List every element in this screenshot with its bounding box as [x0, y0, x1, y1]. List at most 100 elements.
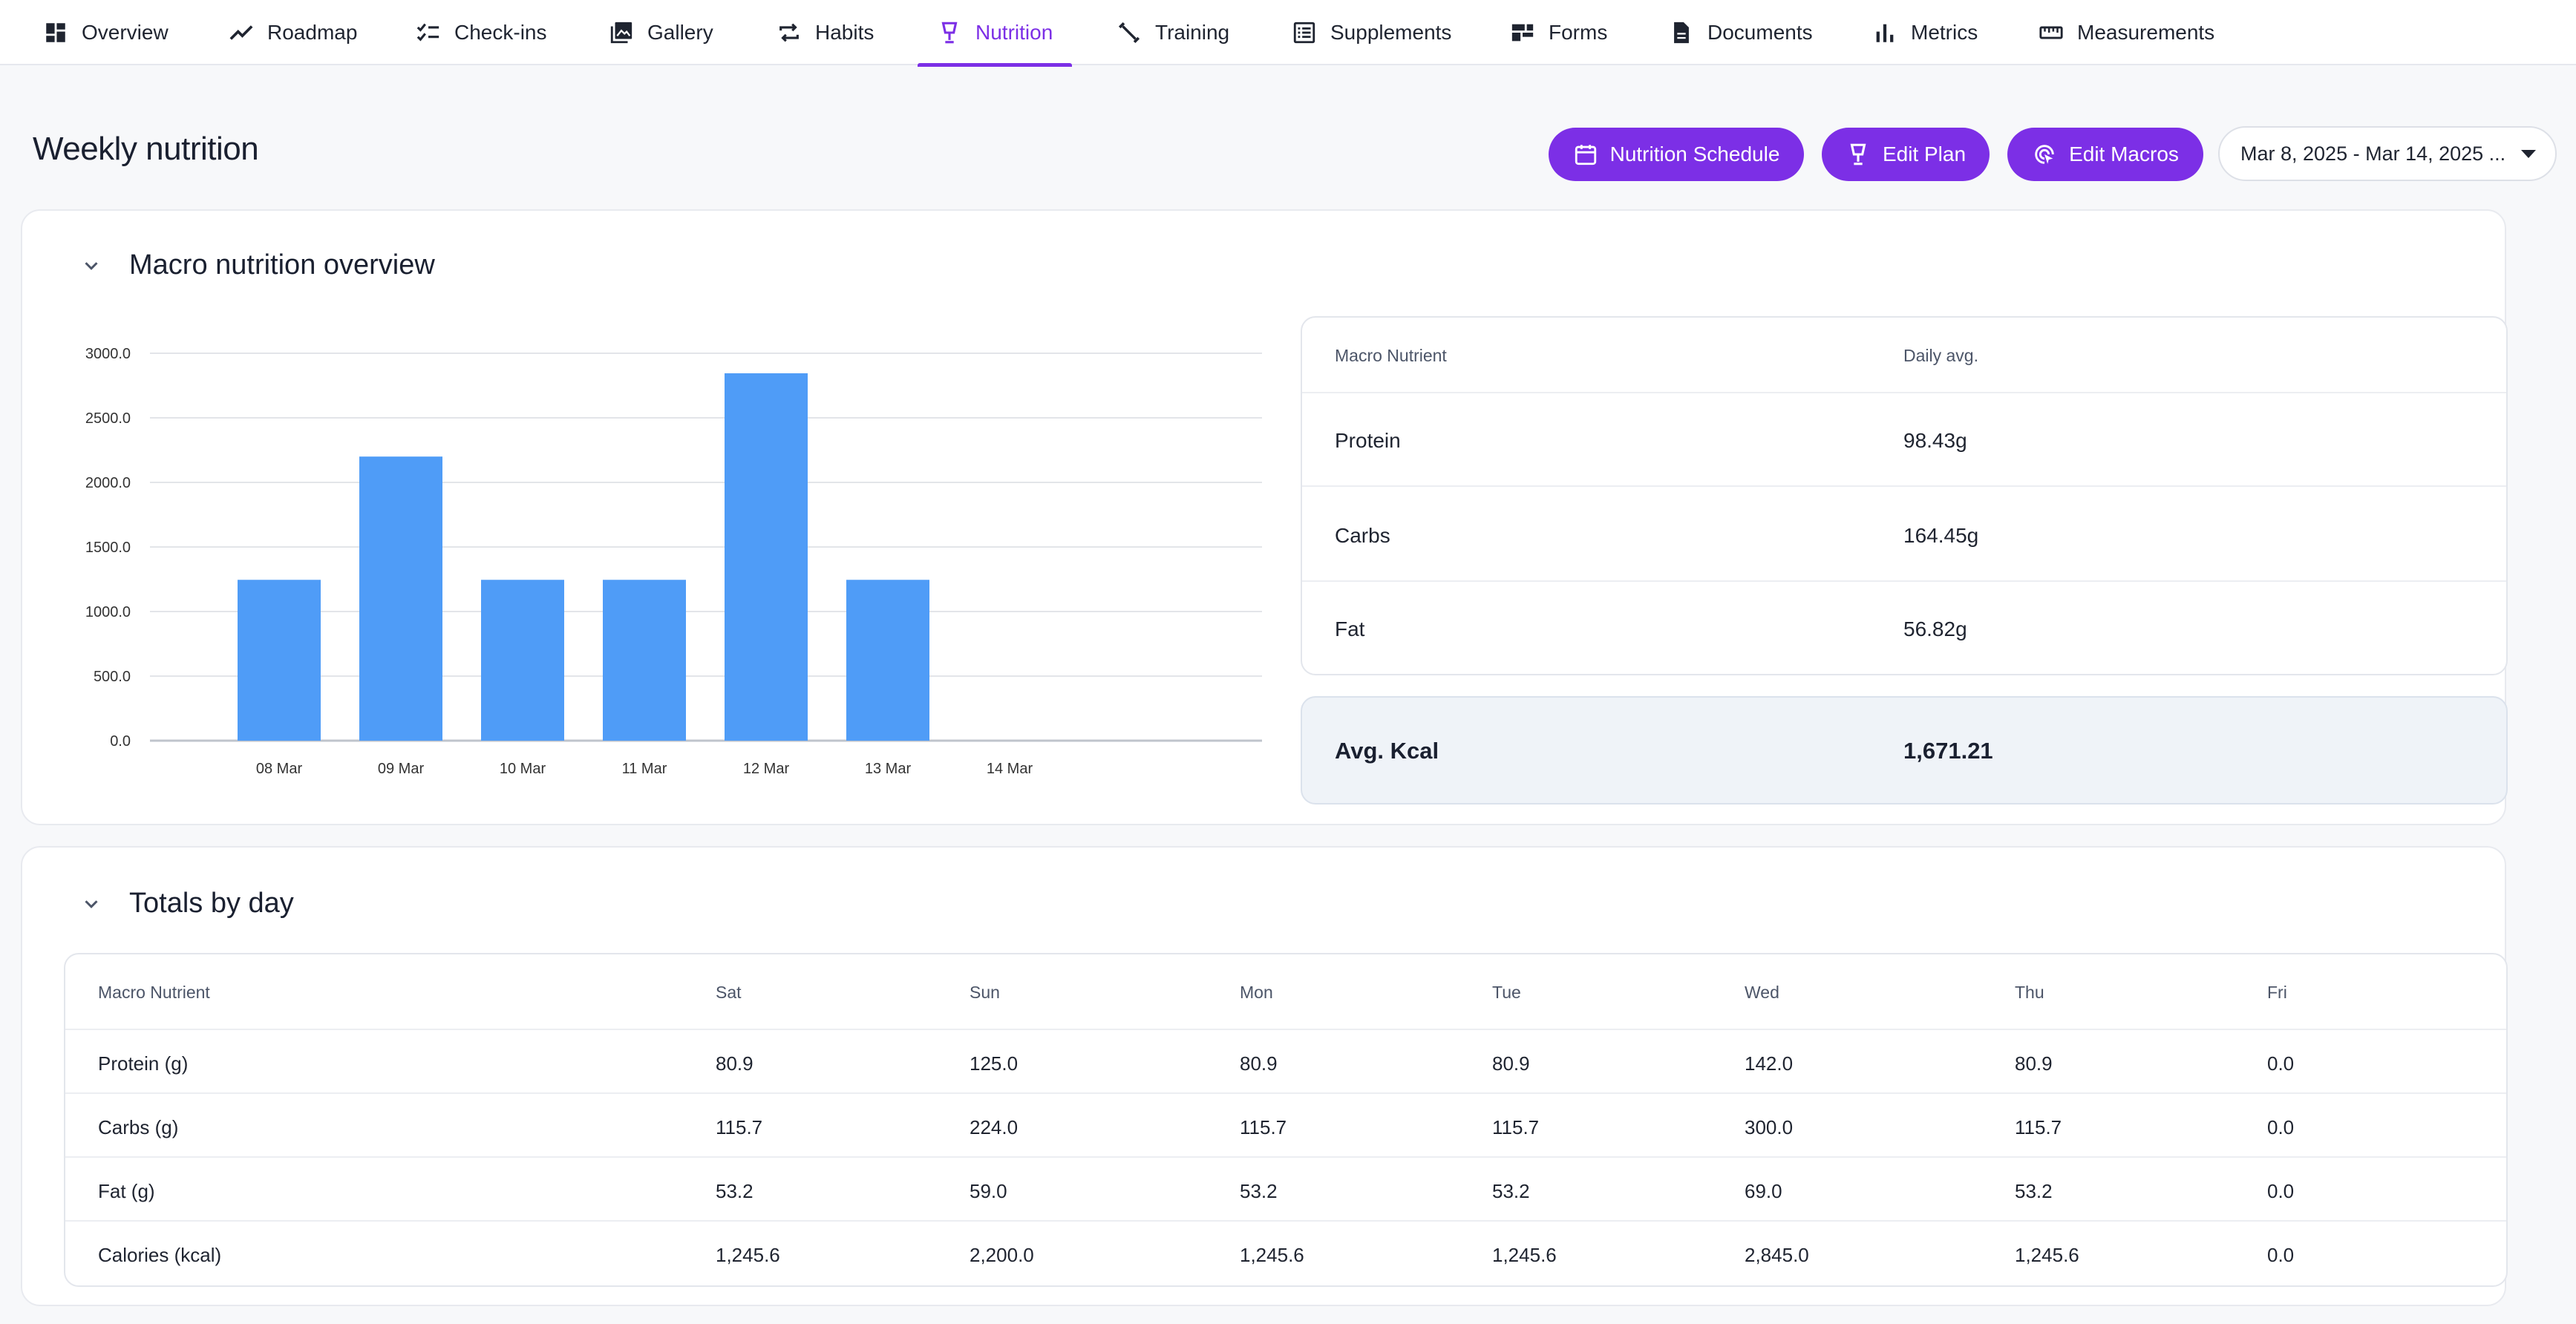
- section-title: Macro nutrition overview: [129, 249, 435, 281]
- tab-label: Nutrition: [975, 21, 1053, 44]
- tab-supplements[interactable]: Supplements: [1292, 0, 1451, 65]
- x-tick-label: 14 Mar: [987, 761, 1033, 777]
- column-header: Thu: [2015, 983, 2044, 1002]
- bar[interactable]: [359, 456, 442, 741]
- tab-check-ins[interactable]: Check-ins: [416, 0, 546, 65]
- cell-value: 300.0: [1745, 1116, 1794, 1138]
- dumbbell-icon: [1117, 20, 1142, 45]
- tab-nutrition[interactable]: Nutrition: [917, 0, 1073, 67]
- cell-value: 69.0: [1745, 1180, 1782, 1202]
- tab-label: Gallery: [647, 21, 713, 44]
- cell-value: 53.2: [1492, 1180, 1530, 1202]
- chevron-down-icon[interactable]: [80, 893, 102, 915]
- tab-label: Training: [1155, 21, 1230, 44]
- tab-metrics[interactable]: Metrics: [1872, 0, 1978, 65]
- section-title: Totals by day: [129, 888, 294, 919]
- y-tick-label: 500.0: [94, 669, 131, 685]
- tab-habits[interactable]: Habits: [777, 0, 874, 65]
- bar[interactable]: [481, 580, 564, 741]
- cell-value: 80.9: [716, 1052, 753, 1075]
- tab-training[interactable]: Training: [1117, 0, 1229, 65]
- cell-value: 115.7: [2015, 1116, 2062, 1138]
- totals-header[interactable]: Totals by day: [80, 888, 294, 920]
- nutrient-value: 56.82g: [1903, 617, 1967, 640]
- x-tick-label: 12 Mar: [743, 761, 790, 777]
- cup-icon: [1850, 143, 1866, 166]
- column-header: Sat: [716, 983, 742, 1002]
- tab-label: Roadmap: [267, 21, 358, 44]
- tab-measurements[interactable]: Measurements: [2039, 0, 2214, 65]
- tab-roadmap[interactable]: Roadmap: [229, 0, 357, 65]
- tab-documents[interactable]: Documents: [1669, 0, 1813, 65]
- macro-table: Macro Nutrient Daily avg. Protein 98.43g…: [1301, 316, 2508, 675]
- column-header: Fri: [2267, 983, 2287, 1002]
- nutrient-value: 98.43g: [1903, 429, 1967, 452]
- column-header: Tue: [1492, 983, 1521, 1002]
- y-tick-label: 0.0: [110, 733, 131, 750]
- x-tick-label: 13 Mar: [865, 761, 912, 777]
- form-icon: [1510, 20, 1535, 45]
- y-tick-label: 1000.0: [85, 604, 131, 620]
- nutrient-name: Calories (kcal): [98, 1244, 222, 1266]
- y-tick-label: 2500.0: [85, 410, 131, 427]
- avg-kcal-summary: Avg. Kcal 1,671.21: [1301, 696, 2508, 804]
- cell-value: 2,200.0: [970, 1244, 1034, 1266]
- trend-icon: [229, 20, 254, 45]
- column-header: Macro Nutrient: [98, 983, 210, 1002]
- column-header: Mon: [1240, 983, 1273, 1002]
- cup-icon: [937, 20, 962, 45]
- x-tick-label: 08 Mar: [256, 761, 303, 777]
- avg-kcal-label: Avg. Kcal: [1335, 738, 1439, 764]
- cell-value: 1,245.6: [1492, 1244, 1557, 1266]
- image-icon: [609, 20, 634, 45]
- table-row: Protein (g) 80.9 125.0 80.9 80.9 142.0 8…: [65, 1030, 2506, 1094]
- tab-overview[interactable]: Overview: [43, 0, 169, 65]
- table-row: Calories (kcal) 1,245.6 2,200.0 1,245.6 …: [65, 1222, 2506, 1285]
- tab-gallery[interactable]: Gallery: [609, 0, 713, 65]
- bar[interactable]: [725, 373, 808, 741]
- cell-value: 1,245.6: [1240, 1244, 1304, 1266]
- date-range-value: Mar 8, 2025 - Mar 14, 2025 ...: [2240, 142, 2506, 165]
- date-range-select[interactable]: Mar 8, 2025 - Mar 14, 2025 ...: [2218, 126, 2557, 181]
- bar[interactable]: [603, 580, 686, 741]
- bar[interactable]: [238, 580, 321, 741]
- dashboard-icon: [43, 20, 68, 45]
- totals-table: Macro Nutrient Sat Sun Mon Tue Wed Thu F…: [64, 953, 2508, 1287]
- cell-value: 142.0: [1745, 1052, 1794, 1075]
- repeat-icon: [777, 20, 802, 45]
- table-row: Fat (g) 53.2 59.0 53.2 53.2 69.0 53.2 0.…: [65, 1158, 2506, 1222]
- macro-overview-header[interactable]: Macro nutrition overview: [80, 249, 435, 281]
- bar[interactable]: [846, 580, 929, 741]
- top-navigation: Overview Roadmap Check-ins Gallery Habit…: [0, 0, 2576, 67]
- nutrient-name: Fat: [1335, 617, 1365, 640]
- nutrient-name: Fat (g): [98, 1180, 155, 1202]
- cell-value: 80.9: [2015, 1052, 2053, 1075]
- nutrient-name: Protein (g): [98, 1052, 189, 1075]
- avg-kcal-value: 1,671.21: [1903, 738, 1993, 764]
- tab-label: Metrics: [1911, 21, 1978, 44]
- button-label: Edit Plan: [1882, 142, 1967, 166]
- chevron-down-icon[interactable]: [80, 255, 102, 277]
- cell-value: 0.0: [2267, 1052, 2295, 1075]
- y-tick-label: 2000.0: [85, 475, 131, 491]
- cell-value: 115.7: [1492, 1116, 1540, 1138]
- y-tick-label: 3000.0: [85, 346, 131, 362]
- tab-forms[interactable]: Forms: [1510, 0, 1607, 65]
- cell-value: 59.0: [970, 1180, 1007, 1202]
- nutrition-schedule-button[interactable]: Nutrition Schedule: [1549, 128, 1804, 181]
- edit-plan-button[interactable]: Edit Plan: [1822, 128, 1990, 181]
- cell-value: 0.0: [2267, 1244, 2295, 1266]
- button-label: Nutrition Schedule: [1609, 142, 1780, 166]
- cell-value: 0.0: [2267, 1116, 2295, 1138]
- bar-chart-icon: [1872, 20, 1897, 45]
- column-header: Wed: [1745, 983, 1779, 1002]
- tab-label: Forms: [1549, 21, 1608, 44]
- tab-label: Overview: [82, 21, 169, 44]
- cell-value: 53.2: [716, 1180, 753, 1202]
- table-header: Macro Nutrient Sat Sun Mon Tue Wed Thu F…: [65, 954, 2506, 1030]
- edit-macros-button[interactable]: Edit Macros: [2007, 128, 2203, 181]
- x-tick-label: 10 Mar: [500, 761, 546, 777]
- table-row: Carbs (g) 115.7 224.0 115.7 115.7 300.0 …: [65, 1094, 2506, 1158]
- cell-value: 0.0: [2267, 1180, 2295, 1202]
- cell-value: 53.2: [2015, 1180, 2053, 1202]
